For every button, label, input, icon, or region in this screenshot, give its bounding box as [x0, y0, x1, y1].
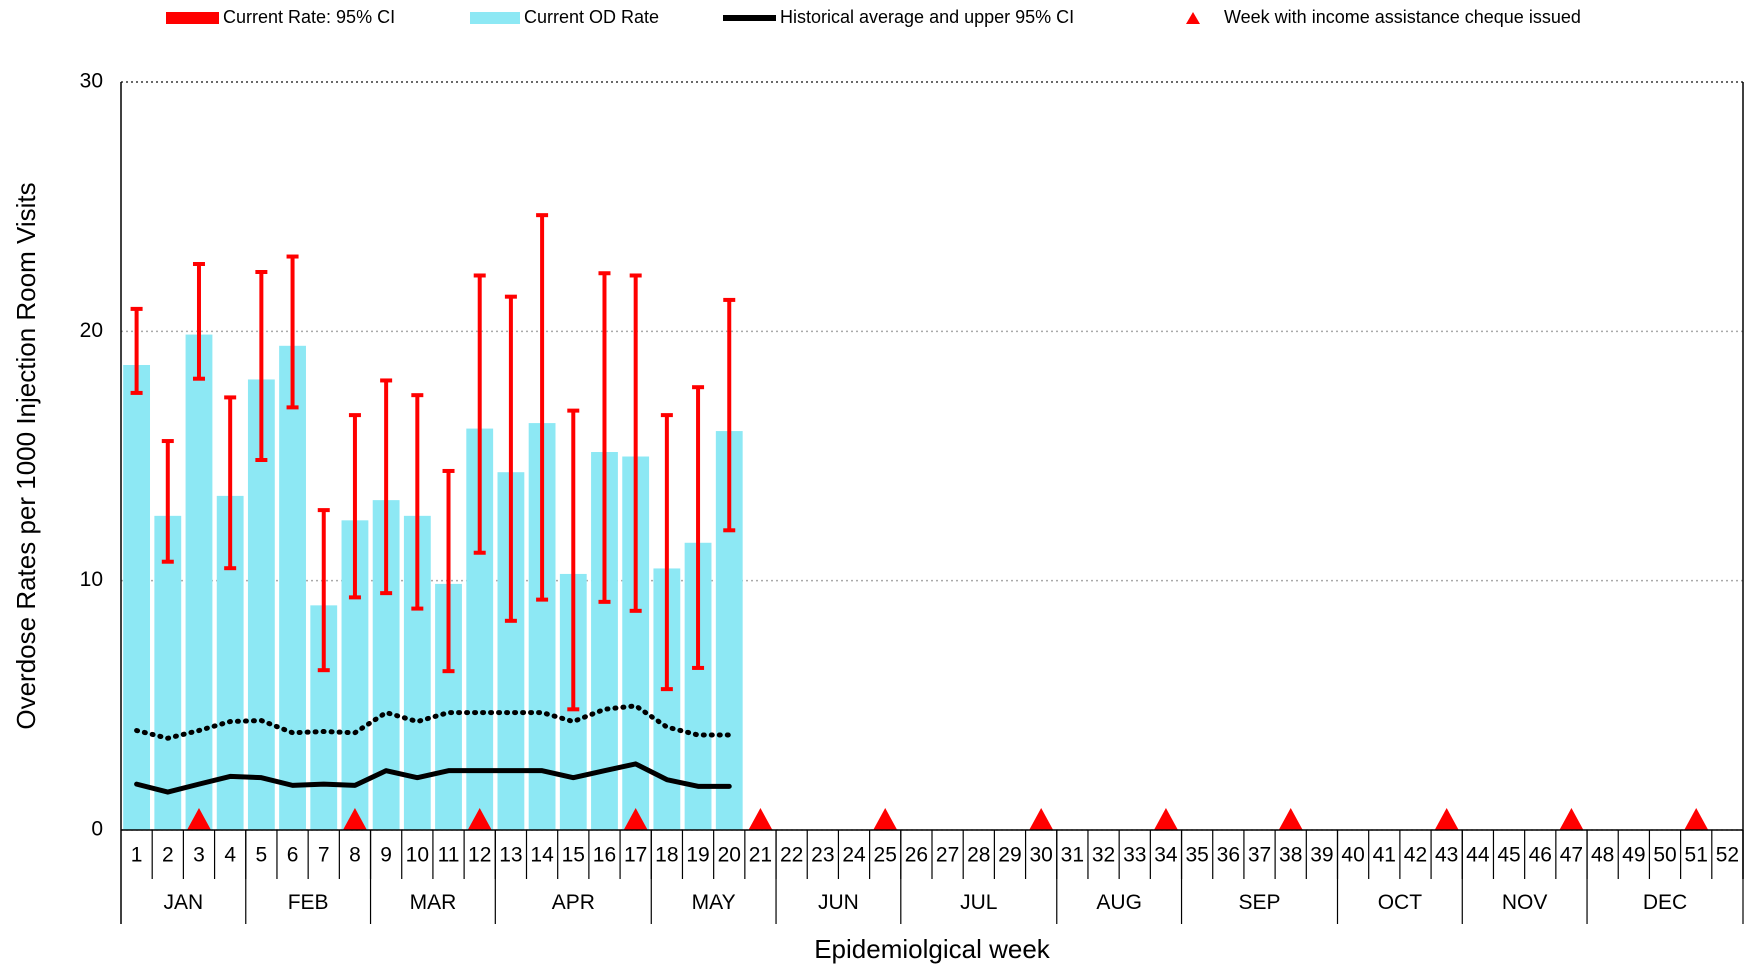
y-axis-title: Overdose Rates per 1000 Injection Room V… — [11, 182, 41, 729]
month-label: NOV — [1502, 891, 1548, 914]
x-tick-label: 13 — [499, 844, 522, 867]
x-tick-label: 31 — [1061, 844, 1084, 867]
x-axis-title: Epidemiolgical week — [814, 934, 1051, 964]
legend-marker — [1186, 12, 1200, 24]
legend-label: Current Rate: 95% CI — [223, 7, 395, 27]
x-tick-label: 21 — [749, 844, 772, 867]
x-tick-label: 32 — [1092, 844, 1115, 867]
x-tick-label: 28 — [967, 844, 990, 867]
x-tick-label: 34 — [1154, 844, 1178, 867]
x-tick-label: 5 — [256, 844, 268, 867]
month-label: DEC — [1643, 891, 1687, 914]
x-tick-label: 51 — [1685, 844, 1708, 867]
legend-swatch — [723, 15, 776, 21]
x-tick-label: 48 — [1591, 844, 1614, 867]
y-tick-label: 30 — [80, 70, 103, 93]
x-tick-label: 23 — [811, 844, 834, 867]
x-tick-label: 14 — [530, 844, 554, 867]
x-tick-label: 47 — [1560, 844, 1583, 867]
x-tick-label: 4 — [224, 844, 236, 867]
x-tick-label: 37 — [1248, 844, 1271, 867]
x-tick-label: 3 — [193, 844, 205, 867]
x-tick-label: 15 — [562, 844, 585, 867]
cheque-marker — [623, 808, 648, 830]
bar — [123, 364, 151, 830]
x-tick-label: 41 — [1373, 844, 1396, 867]
y-tick-label: 20 — [80, 319, 103, 342]
cheque-marker — [1153, 808, 1178, 830]
bar — [154, 515, 182, 830]
historical-upper-ci-line — [134, 703, 732, 741]
legend-label: Current OD Rate — [524, 7, 659, 27]
x-tick-label: 40 — [1341, 844, 1364, 867]
x-tick-label: 16 — [593, 844, 616, 867]
cheque-marker — [1559, 808, 1584, 830]
x-tick-label: 35 — [1185, 844, 1208, 867]
legend-swatch — [470, 12, 520, 24]
x-tick-label: 7 — [318, 844, 330, 867]
x-tick-label: 46 — [1529, 844, 1552, 867]
x-tick-label: 27 — [936, 844, 959, 867]
x-tick-label: 45 — [1497, 844, 1520, 867]
cheque-marker — [1434, 808, 1459, 830]
y-tick-label: 0 — [91, 818, 103, 841]
month-label: SEP — [1239, 891, 1281, 914]
bar — [185, 334, 213, 830]
x-tick-label: 18 — [655, 844, 678, 867]
month-label: AUG — [1096, 891, 1142, 914]
x-tick-label: 49 — [1622, 844, 1645, 867]
x-tick-label: 25 — [874, 844, 897, 867]
x-tick-label: 2 — [162, 844, 174, 867]
x-tick-label: 50 — [1653, 844, 1676, 867]
historical-average-line — [134, 761, 732, 795]
x-tick-label: 52 — [1716, 844, 1739, 867]
cheque-marker — [467, 808, 492, 830]
month-label: FEB — [288, 891, 329, 914]
x-tick-label: 10 — [406, 844, 429, 867]
cheque-marker — [873, 808, 898, 830]
month-label: MAR — [410, 891, 457, 914]
x-tick-label: 43 — [1435, 844, 1458, 867]
x-tick-label: 17 — [624, 844, 647, 867]
x-tick-label: 11 — [438, 844, 460, 867]
cheque-marker — [1278, 808, 1303, 830]
cheque-marker — [1684, 808, 1709, 830]
x-tick-label: 44 — [1466, 844, 1490, 867]
legend-label: Week with income assistance cheque issue… — [1224, 7, 1581, 27]
month-label: OCT — [1378, 891, 1423, 914]
x-tick-label: 12 — [468, 844, 491, 867]
x-tick-label: 24 — [842, 844, 866, 867]
x-tick-label: 22 — [780, 844, 803, 867]
x-tick-label: 26 — [905, 844, 928, 867]
x-tick-label: 1 — [131, 844, 143, 867]
x-tick-label: 30 — [1029, 844, 1052, 867]
month-label: JUN — [818, 891, 859, 914]
month-label: APR — [552, 891, 595, 914]
x-tick-label: 6 — [287, 844, 299, 867]
y-tick-label: 10 — [80, 568, 103, 591]
x-tick-label: 19 — [686, 844, 709, 867]
x-tick-label: 42 — [1404, 844, 1427, 867]
month-label: MAY — [692, 891, 736, 914]
x-tick-label: 36 — [1217, 844, 1240, 867]
month-label: JAN — [164, 891, 204, 914]
x-tick-label: 9 — [380, 844, 392, 867]
legend-label: Historical average and upper 95% CI — [780, 7, 1074, 27]
x-tick-label: 33 — [1123, 844, 1146, 867]
month-label: JUL — [960, 891, 997, 914]
x-tick-label: 39 — [1310, 844, 1333, 867]
bar — [279, 345, 306, 830]
x-tick-label: 8 — [349, 844, 361, 867]
cheque-marker — [342, 808, 367, 830]
legend-swatch — [166, 12, 219, 24]
cheque-marker — [748, 808, 773, 830]
cheque-marker — [186, 808, 211, 830]
x-tick-label: 29 — [998, 844, 1021, 867]
x-tick-label: 20 — [718, 844, 741, 867]
x-tick-label: 38 — [1279, 844, 1302, 867]
cheque-marker — [1029, 808, 1054, 830]
